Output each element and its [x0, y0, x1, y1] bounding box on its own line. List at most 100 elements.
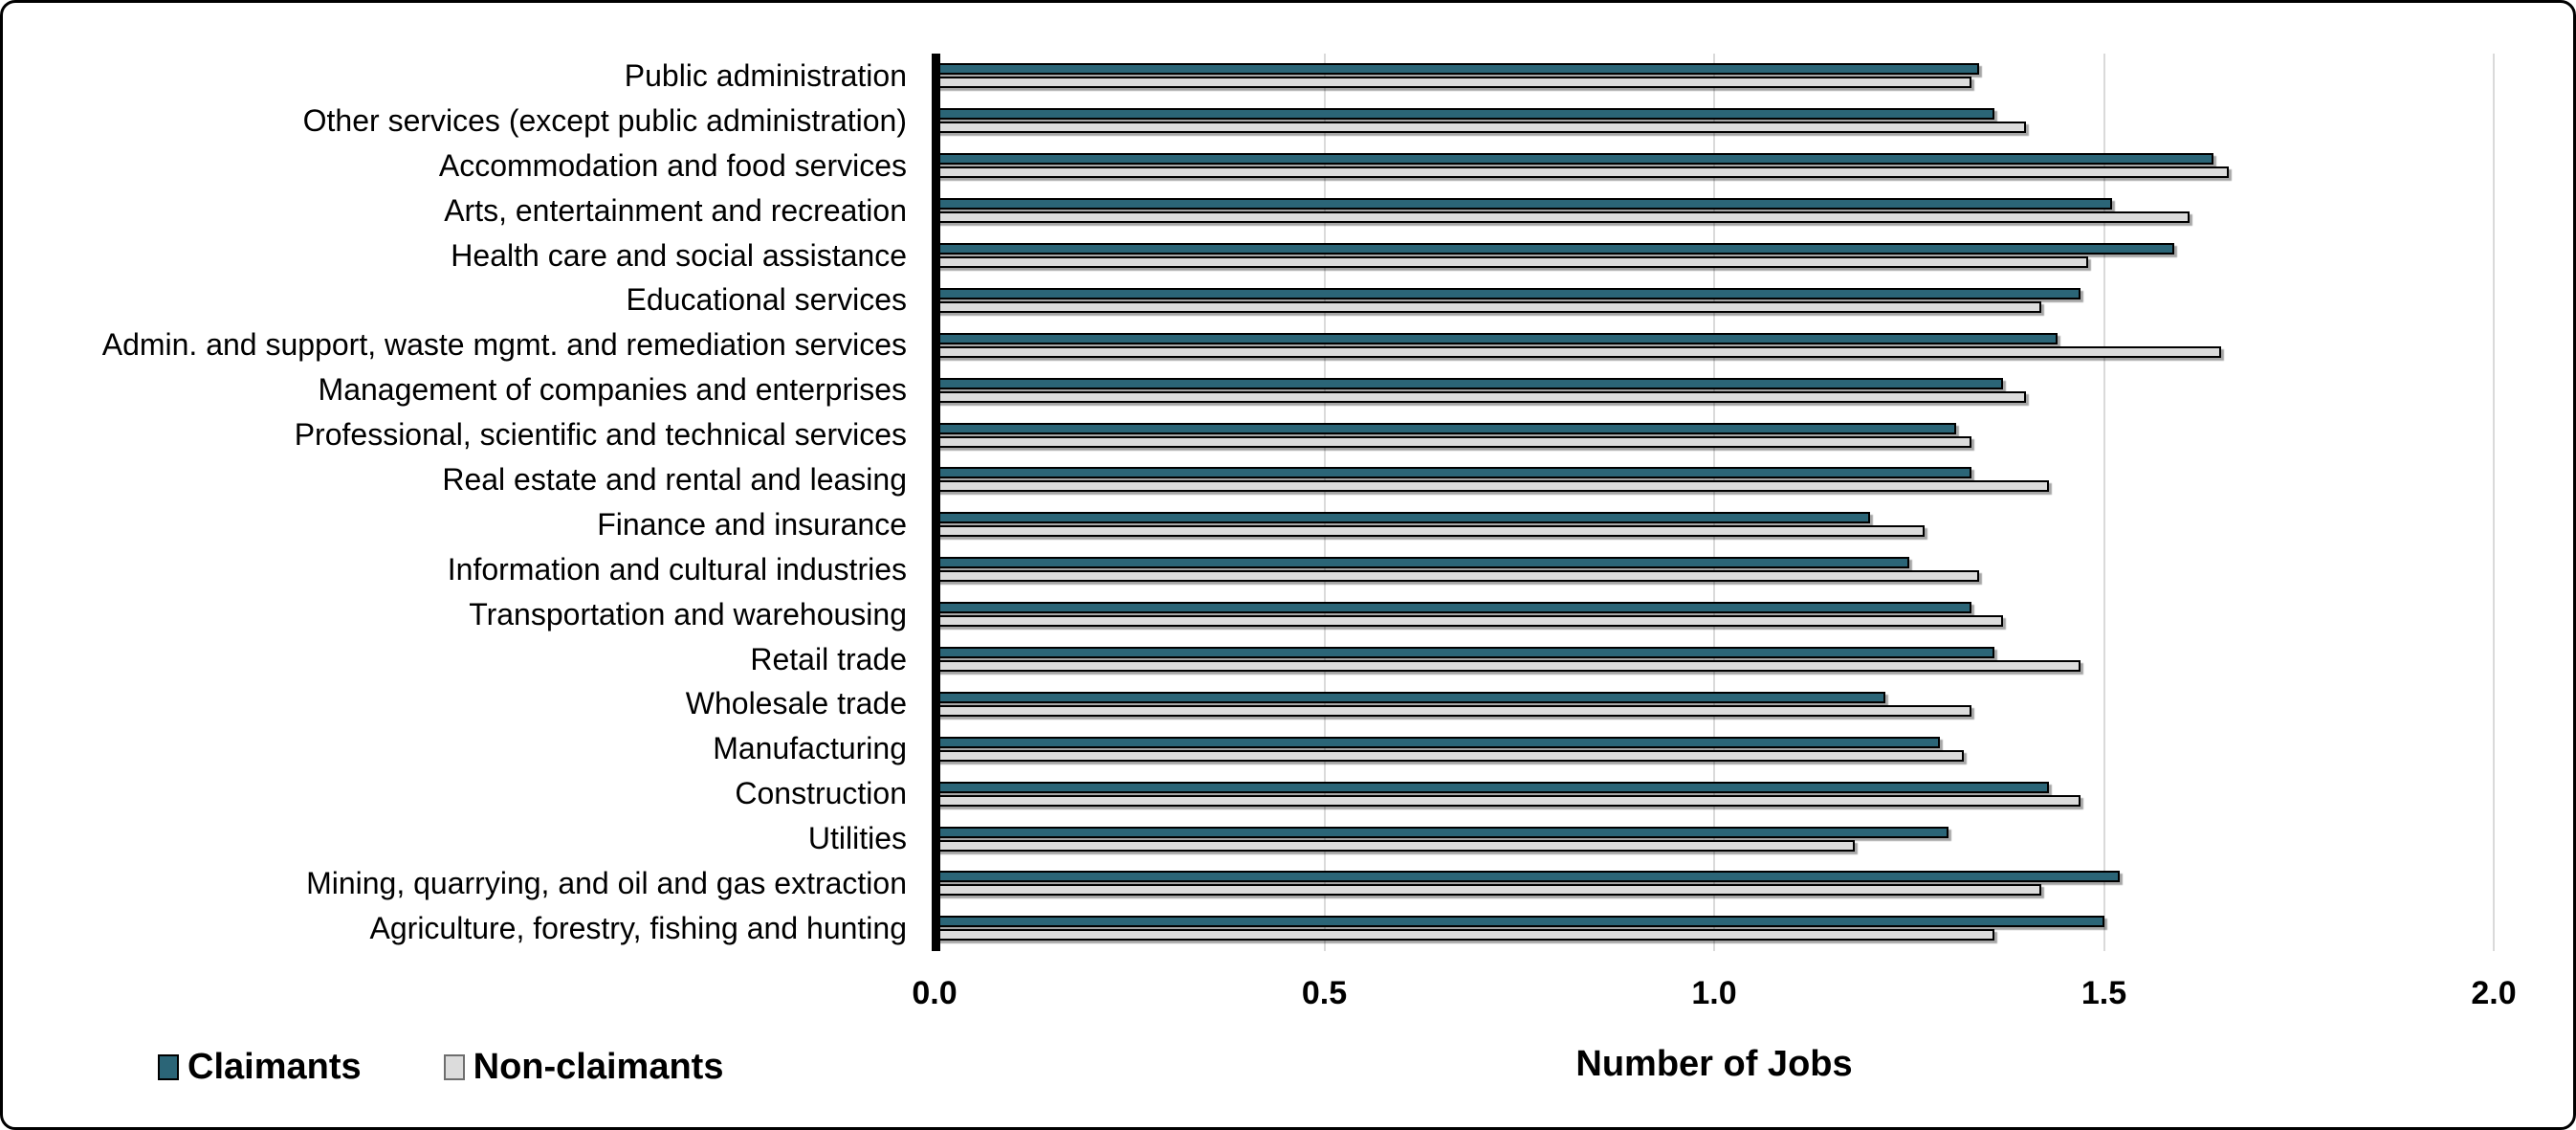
bar-row [935, 54, 2494, 99]
bar-non-claimants [935, 839, 1855, 852]
x-tick-label-1.5: 1.5 [2081, 975, 2127, 1011]
bar-claimants [935, 557, 1909, 569]
gridline-1.5 [2103, 54, 2105, 951]
bar-non-claimants [935, 660, 2081, 673]
bar-row [935, 816, 2494, 861]
bar-non-claimants [935, 435, 1971, 448]
category-label-manufacturing: Manufacturing [713, 731, 907, 766]
bar-row [935, 457, 2494, 502]
bar-row [935, 188, 2494, 233]
bar-non-claimants [935, 884, 2042, 897]
bar-claimants [935, 691, 1886, 703]
bar-non-claimants [935, 166, 2229, 179]
bar-row [935, 502, 2494, 547]
category-labels: Public administration Other services (exc… [14, 54, 907, 951]
x-tick-label-0.0: 0.0 [912, 975, 958, 1011]
bar-claimants [935, 602, 1971, 614]
bar-non-claimants [935, 480, 2050, 493]
category-label-educational-services: Educational services [626, 282, 907, 318]
bar-claimants [935, 63, 1980, 76]
category-label-arts-entertainment-and-recreation: Arts, entertainment and recreation [444, 192, 907, 228]
x-axis-title: Number of Jobs [1575, 1044, 1853, 1084]
bar-claimants [935, 871, 2120, 883]
category-label-real-estate-and-rental-and-leasing: Real estate and rental and leasing [442, 462, 907, 498]
legend-item-non-claimants: Non-claimants [443, 1046, 724, 1088]
bar-non-claimants [935, 749, 1964, 762]
bar-claimants [935, 287, 2081, 299]
category-label-utilities: Utilities [807, 821, 907, 856]
category-label-mining-quarrying-and-oil-and-gas-extraction: Mining, quarrying, and oil and gas extra… [306, 866, 907, 901]
category-label-admin-and-support-waste-mgmt-and-remediation-services: Admin. and support, waste mgmt. and reme… [101, 327, 907, 363]
gridline-2.0 [2493, 54, 2495, 951]
bar-claimants [935, 332, 2058, 344]
x-tick-label-1.0: 1.0 [1691, 975, 1737, 1011]
bar-row [935, 771, 2494, 816]
category-label-public-administration: Public administration [624, 58, 907, 93]
bar-row [935, 412, 2494, 457]
category-label-agriculture-forestry-fishing-and-hunting: Agriculture, forestry, fishing and hunti… [369, 910, 907, 945]
bar-row [935, 99, 2494, 144]
bar-row [935, 861, 2494, 906]
bar-non-claimants [935, 345, 2221, 358]
bar-non-claimants [935, 122, 2026, 134]
bar-non-claimants [935, 794, 2081, 807]
bar-non-claimants [935, 77, 1971, 89]
bar-row [935, 233, 2494, 278]
gridline-0.5 [1323, 54, 1326, 951]
bar-non-claimants [935, 570, 1980, 583]
bar-row [935, 322, 2494, 367]
bar-claimants [935, 736, 1941, 748]
bar-row [935, 681, 2494, 726]
bar-row [935, 367, 2494, 412]
bar-claimants [935, 916, 2104, 928]
legend-swatch-claimants [158, 1053, 179, 1080]
x-axis-ticks: 0.0 0.5 1.0 1.5 2.0 [912, 975, 2516, 1017]
bar-claimants [935, 108, 1995, 121]
category-label-wholesale-trade: Wholesale trade [685, 686, 907, 721]
category-label-finance-and-insurance: Finance and insurance [597, 506, 907, 542]
bar-claimants [935, 826, 1949, 838]
plot-area [932, 54, 2495, 951]
category-label-retail-trade: Retail trade [750, 641, 907, 676]
bar-claimants [935, 243, 2174, 255]
bar-claimants [935, 781, 2050, 793]
bar-claimants [935, 198, 2112, 210]
legend-label-claimants: Claimants [187, 1046, 362, 1087]
y-axis-line [932, 54, 940, 951]
bar-row [935, 906, 2494, 951]
bar-non-claimants [935, 300, 2042, 313]
bar-rows [935, 54, 2494, 951]
bar-non-claimants [935, 211, 2191, 224]
category-label-transportation-and-warehousing: Transportation and warehousing [469, 596, 907, 631]
bar-claimants [935, 153, 2213, 166]
category-label-professional-scientific-and-technical-services: Professional, scientific and technical s… [294, 417, 907, 453]
bar-non-claimants [935, 929, 1995, 942]
bar-claimants [935, 512, 1870, 524]
bar-claimants [935, 647, 1995, 659]
x-tick-label-0.5: 0.5 [1301, 975, 1348, 1011]
bar-row [935, 726, 2494, 771]
category-label-management-of-companies-and-enterprises: Management of companies and enterprises [318, 372, 907, 408]
legend-item-claimants: Claimants [158, 1047, 362, 1088]
bar-non-claimants [935, 615, 2003, 628]
bar-non-claimants [935, 525, 1926, 538]
bar-non-claimants [935, 390, 2026, 403]
bar-row [935, 547, 2494, 592]
x-tick-label-2.0: 2.0 [2471, 975, 2517, 1011]
category-label-accommodation-and-food-services: Accommodation and food services [438, 147, 907, 183]
legend-label-non-claimants: Non-claimants [473, 1046, 724, 1087]
bar-non-claimants [935, 256, 2089, 268]
category-label-health-care-and-social-assistance: Health care and social assistance [451, 237, 907, 273]
bar-non-claimants [935, 704, 1971, 717]
legend: Claimants Non-claimants [158, 1040, 723, 1094]
category-label-other-services-except-public-administration: Other services (except public administra… [302, 102, 907, 138]
bar-claimants [935, 377, 2003, 389]
bar-claimants [935, 422, 1956, 434]
category-label-construction: Construction [735, 776, 907, 811]
bar-row [935, 592, 2494, 637]
bar-row [935, 144, 2494, 188]
gridline-1.0 [1713, 54, 1715, 951]
legend-swatch-non-claimants [443, 1053, 465, 1080]
bar-claimants [935, 467, 1971, 479]
